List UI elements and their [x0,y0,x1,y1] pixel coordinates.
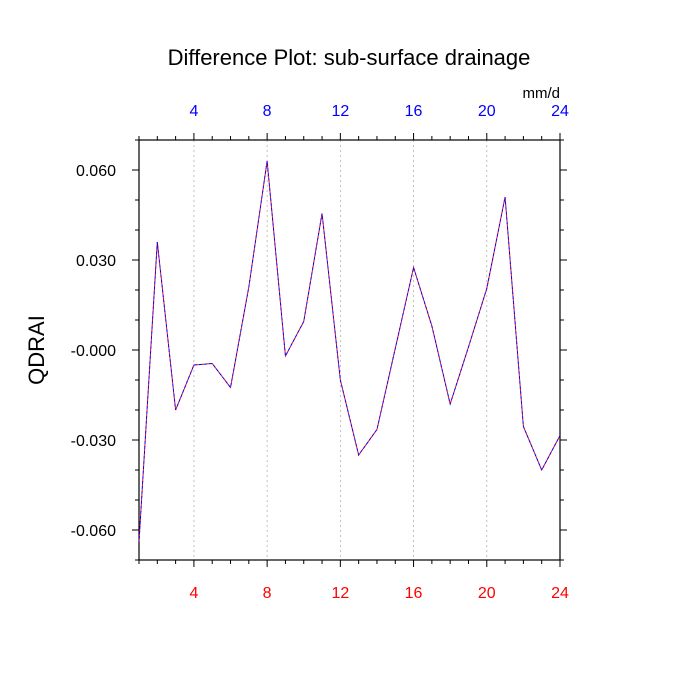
x-tick-label-bottom-12: 12 [331,585,349,602]
x-tick-label-top-20: 20 [478,103,496,120]
units-label: mm/d [523,85,561,102]
x-tick-label-bottom-24: 24 [551,585,569,602]
chart-title: Difference Plot: sub-surface drainage [168,45,531,70]
plot-frame [138,139,561,561]
y-tick-label-2: -0.000 [71,343,116,360]
y-axis-label: QDRAI [24,315,49,385]
series-lines [138,160,561,543]
axis-ticks [132,133,567,567]
y-tick-label-1: 0.030 [76,253,116,270]
x-tick-label-bottom-4: 4 [189,585,198,602]
x-tick-label-bottom-16: 16 [405,585,423,602]
x-tick-label-top-8: 8 [263,103,272,120]
y-tick-label-4: -0.060 [71,523,116,540]
x-tick-label-top-4: 4 [189,103,198,120]
x-tick-label-top-24: 24 [551,103,569,120]
x-tick-label-bottom-8: 8 [263,585,272,602]
y-tick-label-0: 0.060 [76,163,116,180]
x-tick-label-top-16: 16 [405,103,423,120]
tick-labels: 4 8 12 16 20 24 4 8 12 16 20 24 0.060 0.030 -0.000 -0.0… [71,103,569,602]
series-line-1 [138,160,561,543]
series-line-2 [138,160,561,543]
x-tick-label-top-12: 12 [331,103,349,120]
grid-lines [193,140,488,560]
y-tick-label-3: -0.030 [71,433,116,450]
x-tick-label-bottom-20: 20 [478,585,496,602]
